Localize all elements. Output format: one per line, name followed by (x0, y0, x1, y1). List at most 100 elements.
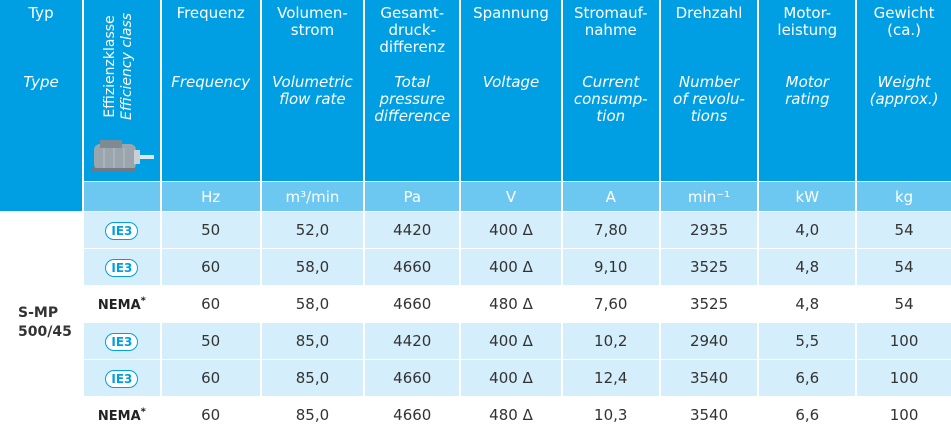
column-header: Stromauf-nahme Current consump-tion (562, 0, 659, 181)
column-header: Spannung Voltage (461, 0, 561, 181)
header-de: Gesamt-druck-differenz (365, 5, 459, 56)
value-cell: 3525 (660, 286, 758, 322)
efficiency-cell: NEMA* (83, 397, 160, 433)
value-cell: 100 (857, 360, 951, 396)
column-header: Volumen-strom Volumetric flow rate (261, 0, 364, 181)
value-cell: 52,0 (261, 212, 364, 248)
efficiency-cell: IE3 (83, 360, 160, 396)
value-cell: 54 (857, 286, 951, 322)
value-cell: 60 (161, 249, 260, 285)
data-row: IE3 60 58,0 4660 400 Δ 9,10 3525 4,8 54 (0, 249, 951, 285)
unit-cell: m³/min (261, 182, 364, 211)
header-line: strom (290, 21, 335, 39)
column-header: Frequenz Frequency (161, 0, 260, 181)
header-de: Stromauf-nahme (563, 5, 659, 39)
type-header: Typ Type (0, 0, 82, 211)
value-cell: 4660 (365, 249, 460, 285)
header-line: Gesamt- (380, 4, 445, 22)
value-cell: 4660 (365, 397, 460, 433)
column-header: Gesamt-druck-differenz Total pressure diffe… (365, 0, 460, 181)
value-cell: 60 (161, 397, 260, 433)
data-row: NEMA* 60 85,0 4660 480 Δ 10,3 3540 6,6 100 (0, 397, 951, 433)
value-cell: 54 (857, 212, 951, 248)
value-cell: 4420 (365, 212, 460, 248)
header-de: Drehzahl (661, 5, 758, 22)
header-line: Frequenz (176, 4, 245, 22)
value-cell: 85,0 (261, 360, 364, 396)
value-cell: 10,3 (562, 397, 659, 433)
nema-note: * (140, 295, 146, 307)
rotated-label: Effizienzklasse Efficiency class (102, 13, 136, 120)
header-de: Volumen-strom (262, 5, 364, 39)
value-cell: 10,2 (562, 323, 659, 359)
unit-cell: kW (759, 182, 856, 211)
nema-text: NEMA (97, 409, 141, 424)
value-cell: 60 (161, 360, 260, 396)
header-line: Motor (785, 73, 829, 91)
value-cell: 100 (857, 397, 951, 433)
header-de: Motor-leistung (759, 5, 855, 39)
value-cell: 6,6 (759, 397, 856, 433)
data-row: IE3 60 85,0 4660 400 Δ 12,4 3540 6,6 100 (0, 360, 951, 396)
value-cell: 4420 (365, 323, 460, 359)
value-cell: 7,60 (562, 286, 659, 322)
ie3-badge: IE3 (105, 221, 139, 240)
unit-cell: V (461, 182, 561, 211)
nema-text: NEMA (97, 298, 141, 313)
value-cell: 6,6 (759, 360, 856, 396)
header-line: Motor- (783, 4, 832, 22)
value-cell: 2935 (660, 212, 758, 248)
header-line: (approx.) (869, 90, 939, 108)
unit-cell (83, 182, 160, 211)
value-cell: 400 Δ (461, 249, 561, 285)
type-line: S-MP (18, 304, 59, 321)
value-cell: 3525 (660, 249, 758, 285)
header-en: Number of revolu-tions (661, 74, 758, 125)
value-cell: 400 Δ (461, 212, 561, 248)
header-en: Type (0, 74, 82, 91)
header-line: (ca.) (887, 21, 922, 39)
efficiency-cell: IE3 (83, 212, 160, 248)
value-cell: 4,0 (759, 212, 856, 248)
header-line: pressure (379, 90, 445, 108)
column-header: Gewicht (ca.) Weight (approx.) (857, 0, 951, 181)
header-line: Volumen- (277, 4, 348, 22)
header-line: tion (596, 107, 626, 125)
value-cell: 480 Δ (461, 286, 561, 322)
header-line: Weight (877, 73, 931, 91)
value-cell: 400 Δ (461, 323, 561, 359)
header-de: Spannung (461, 5, 561, 22)
value-cell: 100 (857, 323, 951, 359)
data-row: S-MP 500/45 IE3 50 52,0 4420 400 Δ 7,80 2935 4,0 5… (0, 212, 951, 433)
unit-cell: A (562, 182, 659, 211)
value-cell: 400 Δ (461, 360, 561, 396)
efficiency-cell: IE3 (83, 323, 160, 359)
type-line: 500/45 (18, 323, 72, 340)
value-cell: 4,8 (759, 249, 856, 285)
header-line: differenz (379, 38, 446, 56)
header-line: Typ (28, 4, 54, 22)
header-line: Drehzahl (675, 4, 743, 22)
ie3-badge: IE3 (105, 332, 139, 351)
value-cell: 85,0 (261, 397, 364, 433)
efficiency-cell: IE3 (83, 249, 160, 285)
efficiency-cell: NEMA* (83, 286, 160, 322)
header-line: consump- (573, 90, 648, 108)
value-cell: 7,80 (562, 212, 659, 248)
unit-cell: min⁻¹ (660, 182, 758, 211)
efficiency-header: Effizienzklasse Efficiency class (83, 0, 160, 181)
unit-cell: Hz (161, 182, 260, 211)
header-line: nahme (584, 21, 637, 39)
header-line: Efficiency class (118, 12, 135, 120)
header-line: leistung (777, 21, 838, 39)
value-cell: 85,0 (261, 323, 364, 359)
data-row: IE3 50 85,0 4420 400 Δ 10,2 2940 5,5 100 (0, 323, 951, 359)
header-de: Frequenz (162, 5, 260, 22)
value-cell: 4660 (365, 360, 460, 396)
unit-cell: Pa (365, 182, 460, 211)
column-header: Motor-leistung Motor rating (759, 0, 856, 181)
header-line: difference (374, 107, 451, 125)
